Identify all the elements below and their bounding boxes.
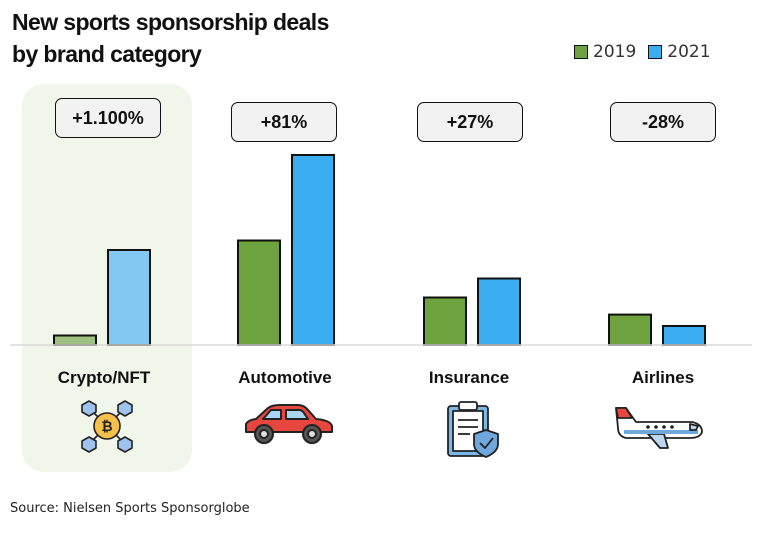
chart-title: New sports sponsorship deals by brand ca… — [12, 6, 452, 70]
insurance-clipboard-icon — [447, 401, 499, 458]
category-label-automotive: Automotive — [238, 368, 332, 387]
change-badge-insurance: +27% — [417, 102, 523, 142]
category-label-insurance: Insurance — [428, 368, 510, 387]
svg-text:₿: ₿ — [101, 419, 112, 435]
car-icon — [245, 404, 333, 444]
source-note: Source: Nielsen Sports Sponsorglobe — [10, 501, 250, 516]
airplane-icon — [615, 407, 703, 449]
bar-insurance-2021 — [477, 277, 521, 346]
bar-automotive-2019 — [237, 239, 281, 346]
legend-item-2019: 2019 — [574, 42, 636, 62]
bar-crypto-2021 — [107, 249, 151, 346]
legend-item-2021: 2021 — [648, 42, 711, 62]
legend-label-2019: 2019 — [593, 42, 637, 62]
category-label-crypto: Crypto/NFT — [57, 368, 151, 387]
legend-label-2021: 2021 — [667, 42, 711, 62]
chart-title-line-2: by brand category — [12, 41, 202, 67]
bars-layer — [53, 154, 706, 347]
category-label-airlines: Airlines — [631, 368, 695, 387]
bar-airlines-2021 — [662, 325, 706, 346]
legend-swatch-2019 — [574, 45, 588, 59]
chart-title-line-1: New sports sponsorship deals — [12, 9, 329, 35]
bar-insurance-2019 — [423, 296, 467, 346]
legend-swatch-2021 — [648, 45, 663, 59]
crypto-icon: ₿ — [81, 400, 133, 453]
change-badge-automotive: +81% — [231, 102, 337, 142]
change-badge-crypto: +1.100% — [55, 98, 161, 138]
bar-airlines-2019 — [608, 313, 652, 347]
bar-automotive-2021 — [291, 154, 335, 346]
change-badge-airlines: -28% — [610, 102, 716, 142]
legend: 2019 2021 — [574, 42, 723, 62]
bar-crypto-2019 — [53, 334, 97, 346]
